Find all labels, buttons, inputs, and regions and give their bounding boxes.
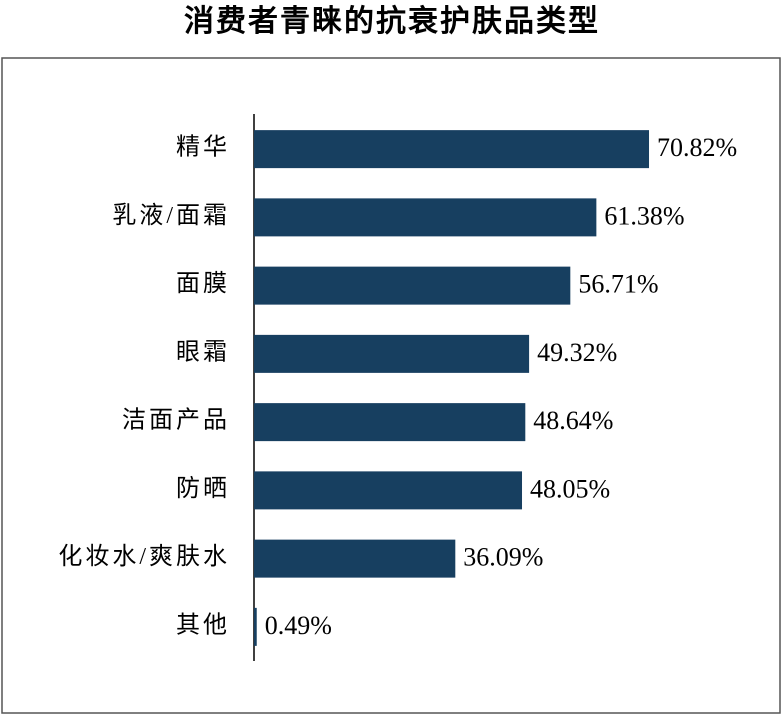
- frame: [1, 57, 781, 714]
- value-label: 61.38%: [604, 201, 684, 230]
- value-label: 70.82%: [657, 133, 737, 162]
- value-label: 49.32%: [537, 338, 617, 367]
- bar: [254, 266, 571, 305]
- bar: [254, 471, 523, 510]
- value-label: 48.05%: [530, 474, 610, 503]
- bar: [254, 539, 456, 578]
- category-label: 乳液/面霜: [112, 202, 230, 229]
- category-label: 精华: [176, 134, 230, 161]
- bar: [254, 334, 530, 373]
- bar: [254, 130, 650, 169]
- category-label: 其他: [176, 611, 230, 638]
- category-label: 化妆水/爽肤水: [58, 543, 230, 570]
- category-label: 洁面产品: [122, 407, 230, 434]
- bar: [254, 607, 257, 646]
- category-label: 防晒: [176, 475, 230, 502]
- value-label: 0.49%: [265, 611, 332, 640]
- category-label: 眼霜: [176, 339, 230, 365]
- chart-title: 消费者青睐的抗衰护肤品类型: [184, 4, 600, 38]
- value-label: 36.09%: [463, 543, 543, 572]
- bar: [254, 403, 526, 442]
- bar: [254, 198, 597, 237]
- value-label: 56.71%: [578, 270, 658, 299]
- category-label: 面膜: [176, 270, 230, 297]
- value-label: 48.64%: [533, 406, 613, 435]
